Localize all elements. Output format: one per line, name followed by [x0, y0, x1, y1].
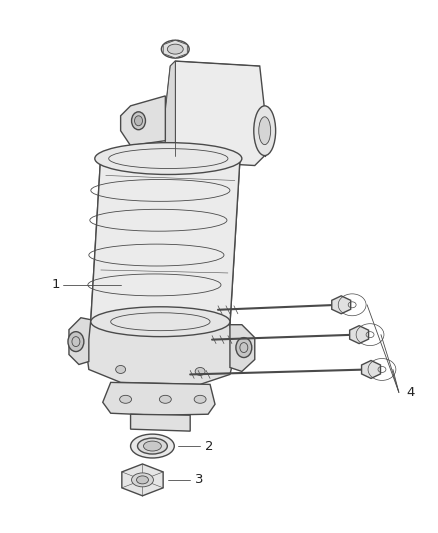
Text: 4: 4 [407, 386, 415, 399]
Ellipse shape [137, 476, 148, 484]
Ellipse shape [167, 44, 183, 54]
Polygon shape [165, 61, 265, 166]
Ellipse shape [195, 367, 205, 375]
Text: 3: 3 [195, 473, 204, 487]
Ellipse shape [144, 441, 161, 451]
Polygon shape [350, 326, 368, 344]
Ellipse shape [159, 395, 171, 403]
Ellipse shape [131, 473, 153, 487]
Ellipse shape [134, 116, 142, 126]
Ellipse shape [161, 40, 189, 58]
Polygon shape [332, 296, 351, 314]
Polygon shape [131, 414, 190, 431]
Polygon shape [163, 40, 187, 58]
Polygon shape [86, 320, 235, 384]
Ellipse shape [131, 434, 174, 458]
Ellipse shape [236, 337, 252, 358]
Ellipse shape [194, 395, 206, 403]
Polygon shape [103, 382, 215, 415]
Polygon shape [165, 61, 175, 156]
Ellipse shape [259, 117, 271, 144]
Ellipse shape [138, 438, 167, 454]
Polygon shape [122, 464, 163, 496]
Ellipse shape [95, 143, 242, 174]
Ellipse shape [131, 112, 145, 130]
Polygon shape [230, 325, 255, 372]
Ellipse shape [116, 366, 126, 374]
Text: 2: 2 [205, 440, 214, 453]
Polygon shape [91, 156, 240, 325]
Polygon shape [69, 318, 91, 365]
Text: 1: 1 [51, 278, 60, 292]
Ellipse shape [254, 106, 276, 156]
Ellipse shape [68, 332, 84, 352]
Polygon shape [361, 360, 381, 378]
Ellipse shape [91, 307, 230, 337]
Polygon shape [120, 96, 165, 146]
Ellipse shape [120, 395, 131, 403]
